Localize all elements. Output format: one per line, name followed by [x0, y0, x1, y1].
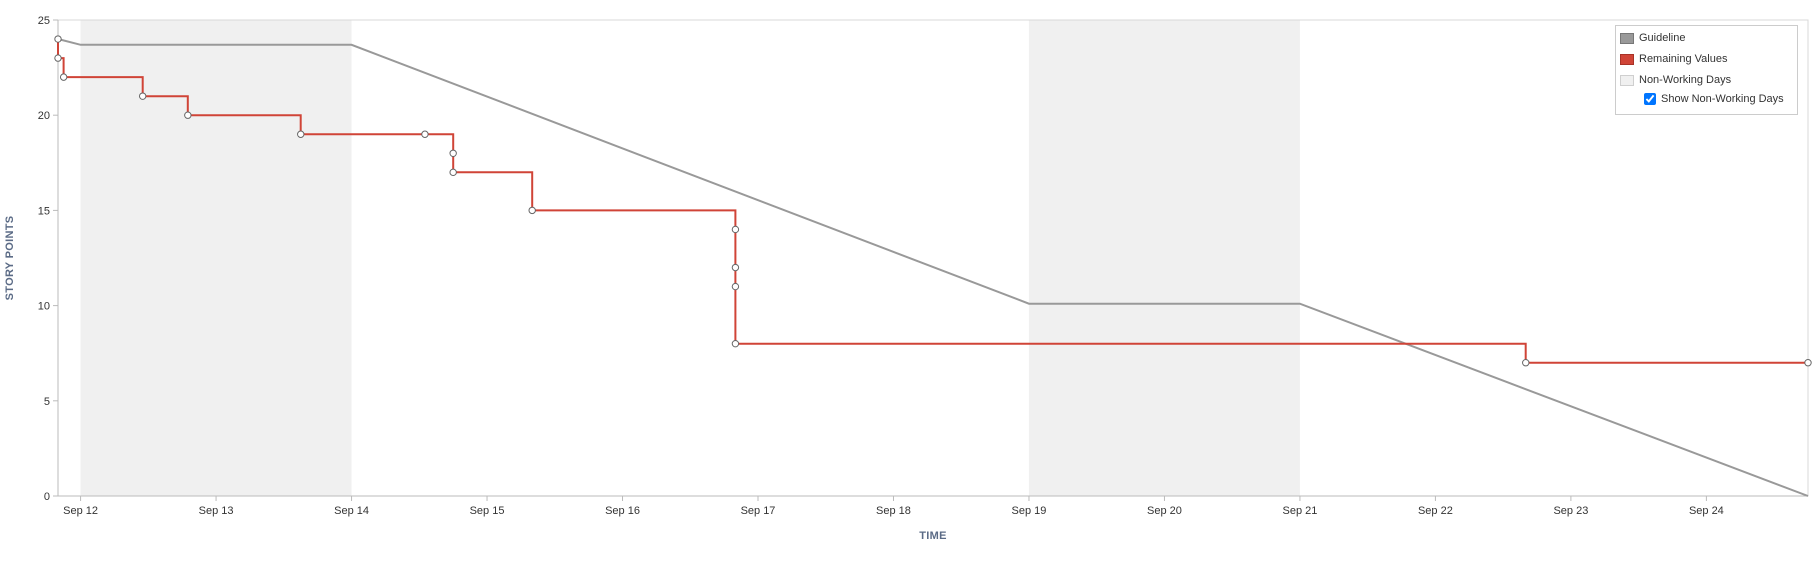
remaining-value-point [449, 168, 457, 177]
non-working-days-swatch-icon [1620, 74, 1634, 86]
remaining-value-point [297, 130, 305, 138]
remaining-value-point [54, 54, 62, 62]
x-tick-label: Sep 16 [605, 505, 640, 517]
show-non-working-days-checkbox[interactable] [1644, 93, 1656, 105]
remaining-value-point [1522, 359, 1530, 367]
x-axis-title: TIME [919, 530, 946, 542]
remaining-value-point [184, 111, 192, 119]
y-tick-label: 5 [44, 396, 50, 408]
non-working-days-band [1028, 20, 1300, 496]
non-working-days-band [80, 20, 352, 496]
y-tick-label: 20 [38, 110, 50, 122]
remaining-value-point [731, 225, 740, 234]
guideline-line [57, 38, 1809, 497]
x-tick-label: Sep 15 [470, 505, 505, 517]
x-tick-label: Sep 21 [1282, 505, 1317, 517]
remaining-value-point [1804, 359, 1812, 367]
legend-label-guideline: Guideline [1639, 32, 1686, 44]
remaining-value-point [731, 339, 740, 348]
remaining-value-point [421, 130, 429, 138]
y-tick-label: 25 [38, 15, 50, 27]
remaining-value-point [54, 35, 62, 43]
legend: Guideline Remaining Values Non-Working D… [1615, 25, 1798, 115]
legend-item-non-working-days[interactable]: Non-Working Days [1620, 72, 1731, 88]
x-tick-label: Sep 13 [199, 505, 234, 517]
y-axis-title: STORY POINTS [4, 216, 16, 301]
legend-label-remaining-values: Remaining Values [1639, 53, 1728, 65]
x-tick-label: Sep 24 [1689, 505, 1724, 517]
x-tick-label: Sep 14 [334, 505, 369, 517]
x-tick-label: Sep 22 [1418, 505, 1453, 517]
axes-layer [53, 19, 1809, 501]
remaining-value-point [528, 206, 536, 215]
remaining-value-point [449, 149, 457, 157]
x-tick-label: Sep 23 [1553, 505, 1588, 517]
y-tick-label: 15 [38, 205, 50, 217]
labels-layer: 0 5 10 15 20 25 Sep 12 Sep 13 Sep 14 Sep 15 Sep 16… [4, 15, 1724, 542]
show-non-working-days-label: Show Non-Working Days [1661, 93, 1784, 105]
x-tick-label: Sep 18 [876, 505, 911, 517]
x-tick-label: Sep 17 [741, 505, 776, 517]
remaining-value-point [138, 92, 147, 100]
y-tick-label: 10 [38, 301, 50, 313]
legend-item-remaining-values[interactable]: Remaining Values [1620, 51, 1727, 67]
points-layer [54, 35, 1812, 367]
x-tick-label: Sep 19 [1012, 505, 1047, 517]
remaining-values-swatch-icon [1620, 53, 1634, 65]
remaining-values-line [57, 39, 1808, 364]
x-tick-label: Sep 20 [1147, 505, 1182, 517]
remaining-value-point [59, 73, 68, 81]
legend-label-non-working-days: Non-Working Days [1639, 74, 1732, 86]
non-working-days-layer [80, 20, 1300, 496]
x-tick-label: Sep 12 [63, 505, 98, 517]
series-layer [57, 38, 1809, 497]
show-non-working-days-toggle[interactable]: Show Non-Working Days [1644, 91, 1784, 107]
legend-item-guideline[interactable]: Guideline [1620, 30, 1685, 46]
y-tick-label: 0 [44, 491, 50, 503]
remaining-value-point [731, 263, 740, 272]
guideline-swatch-icon [1620, 32, 1634, 44]
remaining-value-point [731, 282, 740, 291]
